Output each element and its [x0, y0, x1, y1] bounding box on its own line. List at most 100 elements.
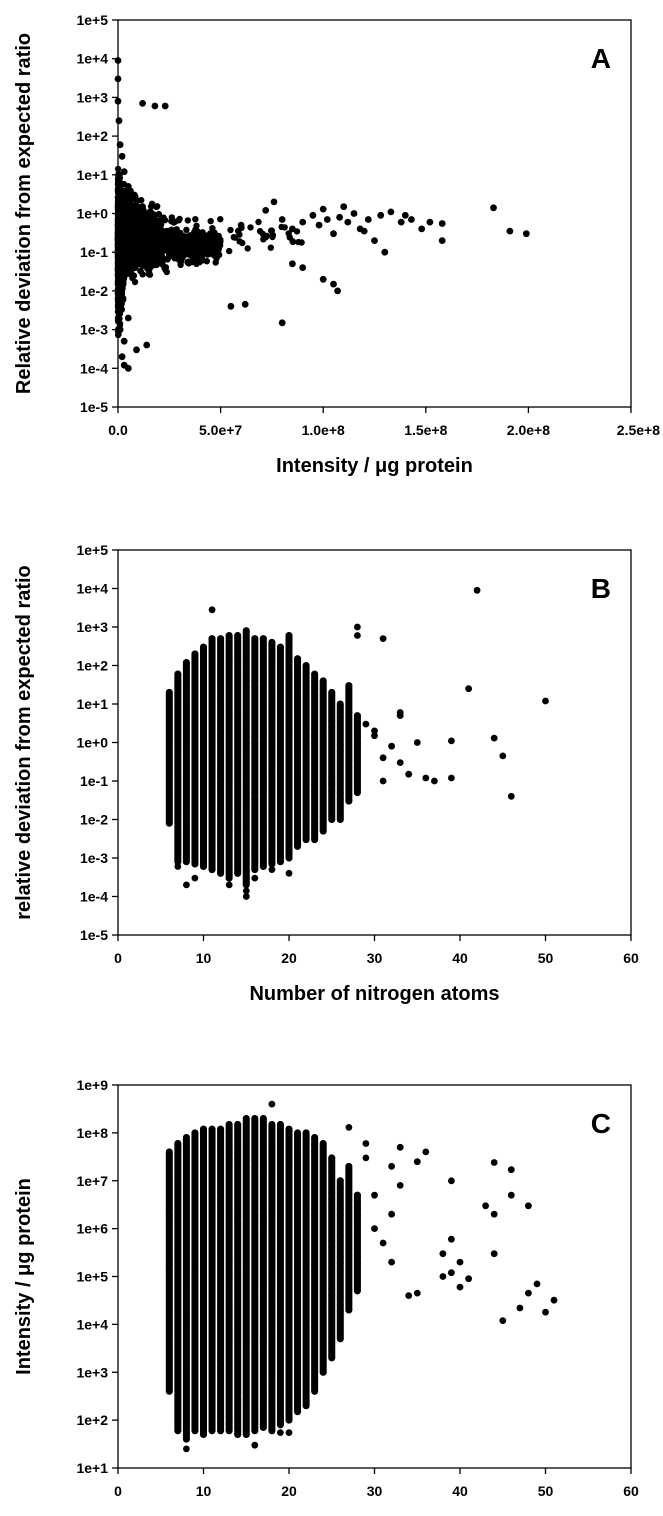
data-point	[234, 1233, 242, 1241]
data-point	[336, 1321, 344, 1329]
y-tick-label: 1e+1	[76, 1460, 108, 1476]
data-point	[268, 1218, 276, 1226]
data-point	[336, 1335, 344, 1343]
data-point	[490, 1210, 498, 1218]
data-point	[277, 1156, 284, 1163]
data-point	[285, 1132, 293, 1140]
data-point	[259, 697, 267, 705]
data-point	[217, 662, 225, 670]
data-point	[120, 337, 128, 345]
data-point	[191, 1378, 199, 1386]
data-point	[174, 1203, 182, 1210]
data-point	[217, 1427, 225, 1435]
data-point	[115, 187, 122, 194]
data-point	[336, 1218, 344, 1226]
data-point	[251, 1156, 259, 1164]
data-point	[242, 1283, 250, 1291]
data-point	[328, 1189, 336, 1196]
data-point	[311, 1289, 319, 1296]
data-point	[294, 759, 301, 767]
data-point	[118, 353, 126, 361]
data-point	[285, 805, 293, 813]
data-point	[302, 1269, 310, 1277]
data-point	[262, 207, 270, 214]
data-point	[242, 1410, 250, 1417]
data-point	[225, 1399, 233, 1407]
data-point	[285, 1201, 293, 1209]
data-point	[177, 229, 184, 237]
data-point	[294, 1268, 301, 1276]
data-point	[289, 238, 297, 245]
data-point	[336, 707, 344, 715]
data-point	[242, 1403, 250, 1410]
data-point	[217, 1308, 225, 1315]
data-point	[277, 768, 284, 776]
data-point	[183, 787, 190, 794]
data-point	[259, 773, 267, 781]
data-point	[550, 1296, 558, 1304]
data-point	[354, 1198, 361, 1206]
data-point	[285, 1298, 293, 1306]
data-point	[234, 1170, 242, 1178]
data-point	[183, 1302, 190, 1310]
data-point	[225, 1176, 233, 1184]
data-point	[277, 844, 284, 852]
data-point	[396, 759, 404, 766]
data-point	[302, 1311, 310, 1319]
data-point	[362, 1154, 370, 1162]
data-point	[114, 175, 122, 182]
x-axis-title: Intensity / μg protein	[276, 455, 473, 477]
data-point	[336, 795, 344, 803]
data-point	[191, 804, 199, 812]
data-point	[302, 731, 310, 739]
data-point	[234, 1283, 242, 1290]
data-point	[165, 737, 173, 744]
data-point	[165, 744, 173, 751]
data-point	[345, 1286, 353, 1293]
data-point	[311, 787, 319, 795]
data-point	[294, 662, 301, 670]
data-point	[328, 802, 336, 809]
data-point	[285, 1333, 293, 1341]
data-point	[294, 1289, 301, 1297]
data-point	[217, 745, 225, 753]
data-point	[165, 1352, 173, 1360]
data-point	[277, 1176, 284, 1184]
data-point	[354, 1226, 361, 1233]
data-point	[345, 1251, 353, 1259]
data-point	[328, 738, 336, 746]
data-point	[294, 1185, 301, 1192]
data-point	[183, 1148, 190, 1155]
data-point	[208, 866, 216, 873]
data-point	[131, 191, 138, 199]
y-tick-label: 1e-4	[80, 889, 108, 905]
data-point	[350, 210, 358, 217]
data-point	[277, 782, 284, 789]
data-point	[336, 1301, 344, 1308]
x-tick-label: 30	[367, 1483, 383, 1499]
data-point	[200, 757, 207, 764]
data-point	[200, 672, 207, 679]
data-point	[174, 691, 182, 699]
data-point	[208, 1181, 216, 1189]
data-point	[235, 227, 242, 235]
data-point	[302, 1248, 310, 1256]
data-point	[165, 1289, 173, 1297]
data-point	[319, 777, 327, 785]
data-point	[268, 1322, 276, 1330]
data-point	[311, 1254, 319, 1261]
data-point	[217, 1406, 225, 1414]
data-point	[277, 733, 284, 741]
data-point	[191, 811, 199, 819]
y-tick-label: 1e-3	[80, 322, 108, 338]
data-point	[217, 773, 225, 781]
data-point	[174, 809, 182, 817]
data-point	[251, 1330, 259, 1337]
data-point	[259, 1213, 267, 1221]
data-point	[268, 729, 276, 736]
data-point	[217, 1209, 225, 1217]
data-point	[116, 228, 123, 235]
data-point	[129, 274, 136, 282]
data-point	[200, 728, 207, 736]
data-point	[217, 1259, 225, 1266]
